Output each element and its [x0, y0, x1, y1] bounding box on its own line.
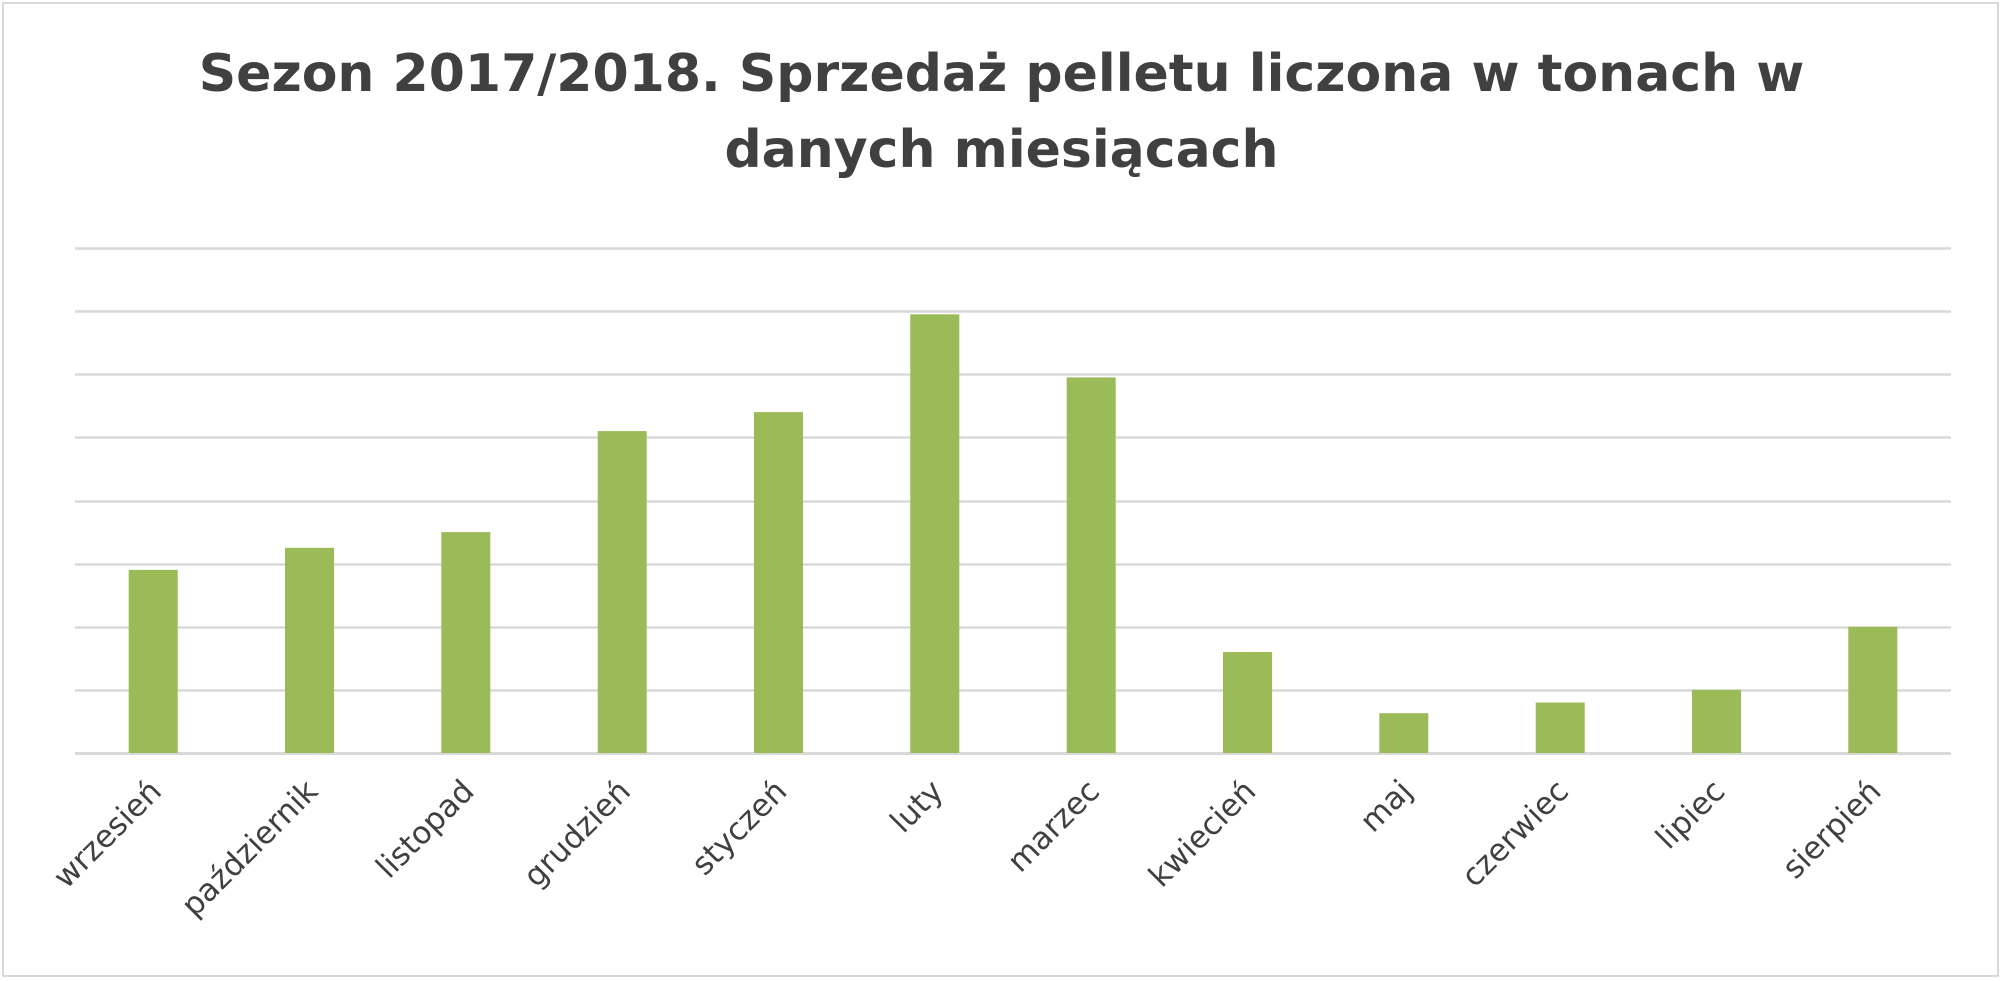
x-tick-label: czerwiec: [1455, 773, 1576, 894]
bar-6: [910, 314, 960, 753]
bar-10: [1535, 702, 1585, 753]
x-tick-label: kwiecień: [1142, 773, 1263, 894]
chart-title: Sezon 2017/2018. Sprzedaż pelletu liczon…: [0, 36, 2003, 188]
bar-5: [754, 412, 803, 753]
bars: [128, 314, 1898, 754]
x-tick-label: maj: [1353, 773, 1419, 839]
bar-3: [441, 532, 491, 753]
x-tick-label: grudzień: [517, 773, 638, 894]
bar-8: [1223, 652, 1272, 753]
x-tick-label: styczeń: [685, 773, 794, 882]
x-tick-labels: wrzesień październik listopad grudzień stycz…: [47, 773, 1889, 924]
x-tick-label: wrzesień: [47, 773, 169, 895]
x-tick-label: luty: [883, 773, 950, 840]
x-tick-label: październik: [175, 773, 326, 924]
x-tick-label: marzec: [1001, 773, 1107, 879]
bar-1: [128, 569, 178, 753]
bar-12: [1848, 626, 1898, 754]
gridlines: [75, 247, 1951, 755]
chart-title-line-2: danych miesiącach: [724, 120, 1279, 180]
chart-title-line-1: Sezon 2017/2018. Sprzedaż pelletu liczon…: [198, 44, 1805, 104]
x-tick-label: lipiec: [1649, 773, 1732, 856]
bar-4: [597, 431, 647, 753]
x-tick-label: listopad: [369, 773, 481, 885]
bar-11: [1692, 689, 1741, 753]
x-tick-label: sierpień: [1776, 773, 1889, 886]
bar-9: [1379, 713, 1429, 753]
bar-7: [1066, 377, 1116, 753]
bar-2: [285, 547, 334, 753]
